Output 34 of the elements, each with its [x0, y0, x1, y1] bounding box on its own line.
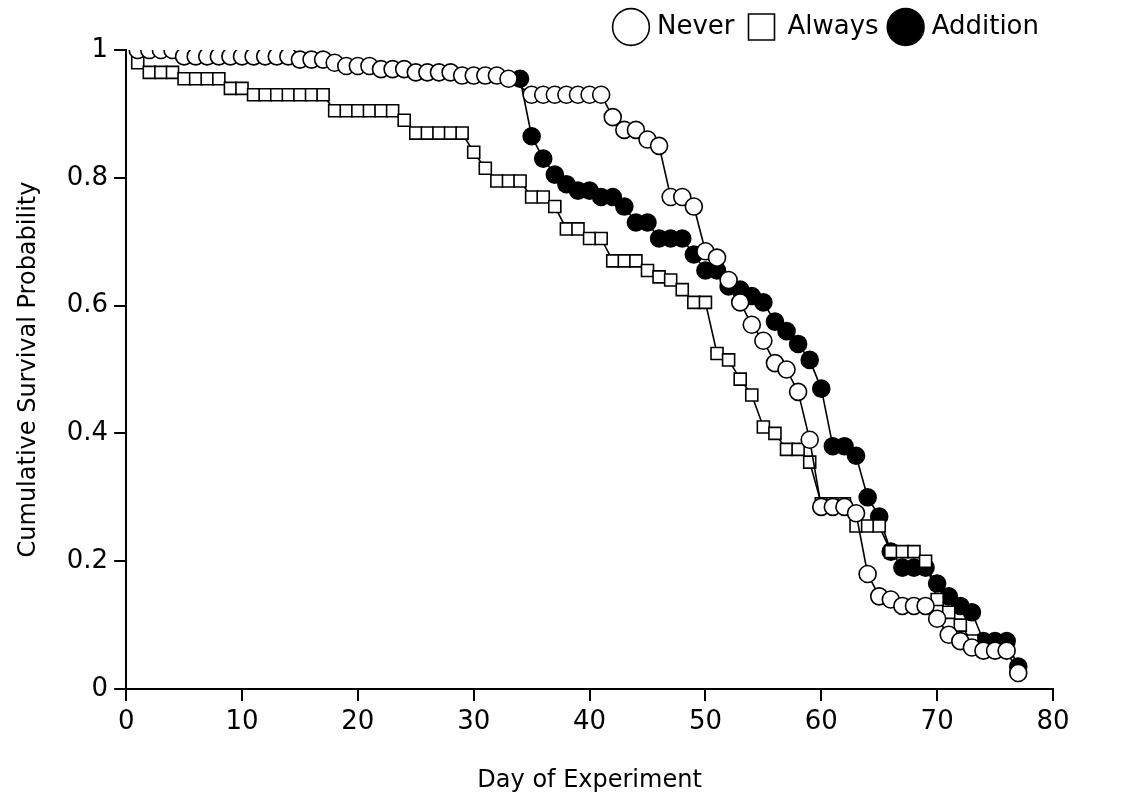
- point: [522, 126, 541, 146]
- legend-label: Always: [787, 9, 879, 40]
- point: [800, 350, 819, 370]
- y-tick-label: 0.6: [66, 288, 109, 319]
- y-tick-label: 0.4: [66, 416, 109, 447]
- y-tick-label: 1: [91, 32, 109, 63]
- x-tick-label: 10: [225, 705, 259, 736]
- point: [811, 379, 831, 398]
- x-axis-title: Day of Experiment: [477, 764, 702, 793]
- point: [615, 197, 634, 216]
- x-tick-label: 70: [920, 705, 954, 736]
- x-tick-label: 30: [457, 705, 491, 736]
- point: [545, 165, 565, 184]
- point: [765, 312, 785, 331]
- y-axis-title: Cumulative Survival Probability: [12, 181, 41, 558]
- point: [962, 603, 982, 622]
- point: [858, 488, 877, 507]
- legend-label: Never: [656, 9, 735, 40]
- x-tick-label: 40: [573, 705, 607, 736]
- x-tick-label: 20: [341, 705, 375, 736]
- point: [788, 334, 808, 354]
- y-tick-label: 0.8: [66, 160, 109, 191]
- point: [846, 446, 866, 466]
- x-tick-label: 50: [688, 705, 722, 736]
- legend-label: Addition: [931, 9, 1040, 40]
- x-tick-label: 0: [117, 705, 135, 736]
- y-tick-label: 0: [91, 671, 109, 702]
- x-tick-label: 60: [804, 705, 838, 736]
- y-tick-label: 0.2: [66, 543, 109, 574]
- point: [533, 149, 553, 168]
- point: [835, 436, 854, 456]
- point: [777, 321, 796, 341]
- point: [754, 293, 773, 312]
- x-tick-label: 80: [1036, 705, 1070, 736]
